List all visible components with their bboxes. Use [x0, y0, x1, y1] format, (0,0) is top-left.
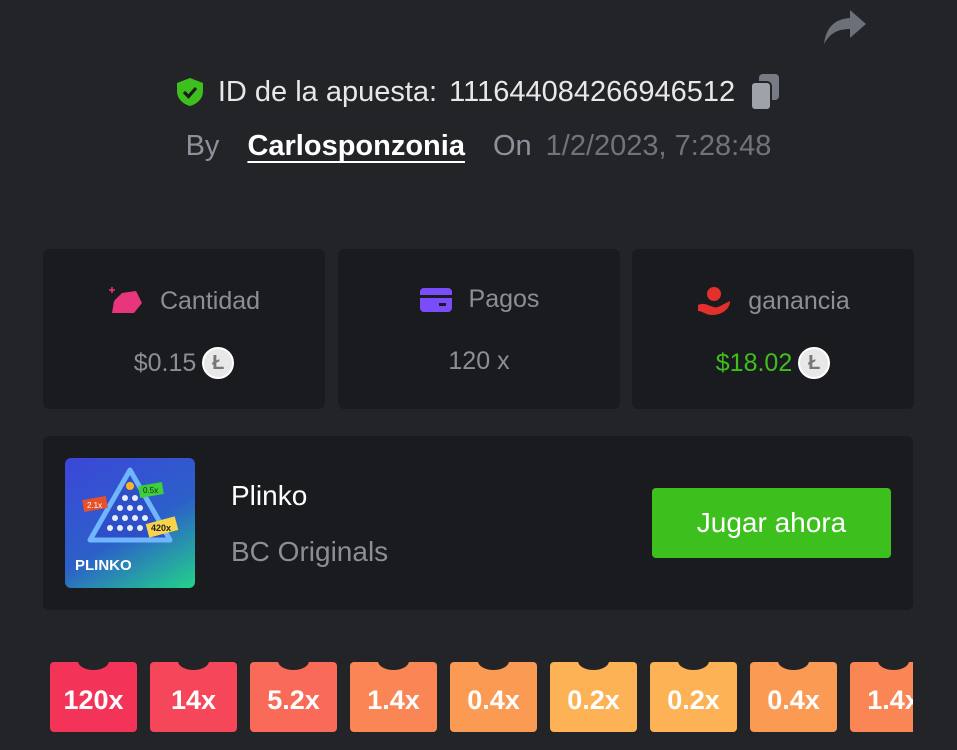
multiplier-bucket: 1.4x: [850, 662, 913, 732]
stat-card-ganancia: ganancia $18.02 Ł: [632, 249, 914, 409]
multiplier-bucket: 14x: [150, 662, 237, 732]
bet-meta: By Carlosponzonia On 1/2/2023, 7:28:48: [0, 130, 957, 163]
copy-icon[interactable]: [747, 72, 783, 112]
stat-card-cantidad: Cantidad $0.15 Ł: [43, 249, 325, 409]
multiplier-bucket: 0.2x: [550, 662, 637, 732]
multiplier-bucket: 0.4x: [750, 662, 837, 732]
stat-label: Pagos: [468, 285, 540, 313]
bet-id-label: ID de la apuesta:: [217, 75, 438, 108]
multiplier-bucket: 1.4x: [350, 662, 437, 732]
game-name[interactable]: Plinko: [231, 480, 308, 511]
stat-value: $18.02: [715, 348, 793, 377]
multiplier-buckets: 120x 14x 5.2x 1.4x 0.4x 0.2x 0.2x 0.4x 1.4x: [50, 662, 913, 734]
litecoin-icon: Ł: [202, 347, 235, 379]
stat-card-pagos: Pagos 120 x: [338, 249, 620, 409]
thumb-title: PLINKO: [75, 557, 132, 574]
litecoin-icon: Ł: [798, 347, 831, 379]
bet-datetime: 1/2/2023, 7:28:48: [545, 130, 772, 162]
game-card: 2.1x 0.5x 420x PLINKO Plinko BC Original…: [43, 436, 913, 610]
money-bag-icon: [108, 287, 142, 313]
multiplier-bucket: 5.2x: [250, 662, 337, 732]
multiplier-bucket: 120x: [50, 662, 137, 732]
game-provider: BC Originals: [231, 536, 389, 567]
bet-id-row: ID de la apuesta: 111644084266946512: [0, 72, 957, 112]
stat-value: 120 x: [448, 347, 510, 375]
thumb-tag: 420x: [151, 523, 171, 533]
by-label: By: [185, 130, 220, 162]
stat-value: $0.15: [133, 348, 197, 377]
username-link[interactable]: Carlosponzonia: [247, 130, 465, 162]
thumb-tag: 2.1x: [87, 501, 102, 510]
multiplier-bucket: 0.4x: [450, 662, 537, 732]
on-label: On: [492, 130, 532, 162]
plinko-thumbnail[interactable]: 2.1x 0.5x 420x PLINKO: [65, 458, 195, 588]
play-now-button[interactable]: Jugar ahora: [652, 488, 891, 558]
bet-id: 111644084266946512: [449, 75, 736, 108]
credit-card-icon: [419, 287, 452, 312]
plinko-triangle-icon: 2.1x 0.5x 420x PLINKO: [75, 467, 179, 574]
hand-money-icon: [698, 287, 731, 315]
shield-check-icon: [176, 78, 203, 106]
thumb-tag: 0.5x: [143, 486, 158, 495]
multiplier-bucket: 0.2x: [650, 662, 737, 732]
share-icon[interactable]: [822, 6, 868, 48]
stat-label: ganancia: [748, 286, 850, 315]
stat-label: Cantidad: [159, 286, 261, 315]
